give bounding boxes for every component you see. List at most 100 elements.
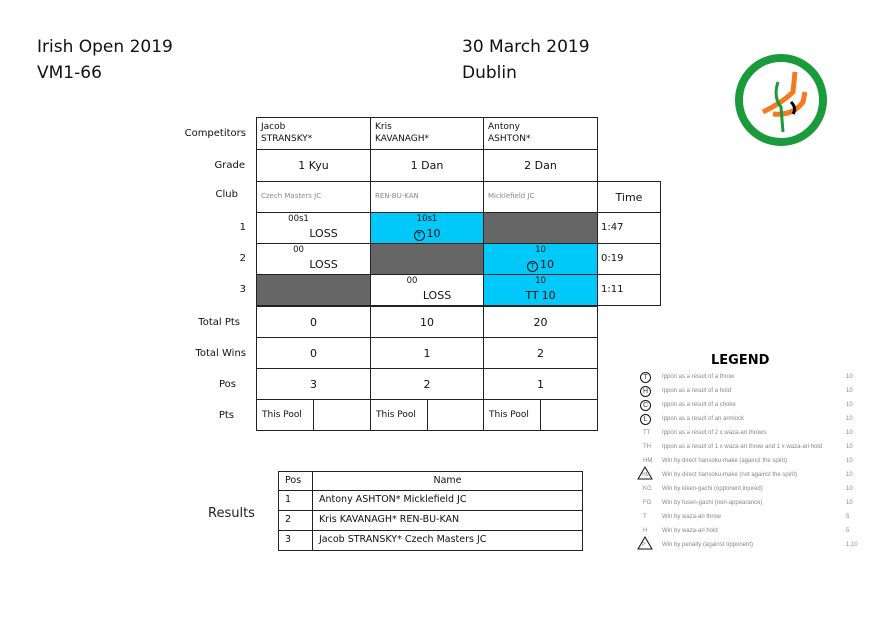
results-row-name: Jacob STRANSKY* Czech Masters JC	[312, 530, 583, 551]
total-wins-label: Total Wins	[195, 347, 246, 359]
bout-result-loss: LOSS	[309, 227, 338, 240]
bout-time-cell: 1:11	[597, 274, 661, 306]
bout-result-loss: LOSS	[422, 289, 452, 302]
legend-p-triangle-icon: P	[637, 536, 653, 550]
bout-result-loss: LOSS	[309, 258, 338, 271]
competitor-name-cell: Kris KAVANAGH*	[370, 117, 484, 150]
legend-description: Ippon as a result of an armlock	[662, 416, 745, 422]
total-pts-cell: 0	[256, 306, 371, 338]
bout-time: 1:11	[601, 284, 624, 295]
legend-triangle-symbol: P	[642, 542, 646, 548]
bout-loss-cell: 00 LOSS	[256, 243, 371, 275]
legend-points: 10	[846, 430, 853, 436]
legend-points: 10	[846, 416, 853, 422]
pos-cell: 3	[256, 368, 371, 400]
legend-points: 1,10	[846, 542, 858, 548]
legend-points: 10	[846, 402, 853, 408]
legend-points: 5	[846, 514, 850, 520]
competitor-club: Micklefield JC	[488, 192, 535, 200]
competitor-last-name: KAVANAGH*	[375, 134, 430, 144]
competitors-label: Competitors	[184, 127, 246, 139]
competitor-first-name: Kris	[375, 122, 392, 132]
competitor-pos: 3	[310, 377, 317, 391]
bout-number: 2	[239, 253, 246, 264]
competitor-pos: 2	[423, 377, 431, 391]
legend-symbol: TH	[643, 444, 651, 450]
results-row-name: Antony ASHTON* Micklefield JC	[312, 490, 583, 511]
legend-triangle-symbol: HM	[642, 472, 650, 478]
pos-label: Pos	[218, 378, 236, 390]
pts-this-pool-cell: This Pool	[370, 399, 428, 431]
pts-this-pool-label: This Pool	[489, 410, 529, 420]
club-cell: Micklefield JC	[483, 181, 598, 213]
legend-symbol: TT	[643, 430, 651, 436]
pos-cell: 1	[483, 368, 598, 400]
event-title: Irish Open 2019	[37, 37, 173, 57]
bout-loss-cell: 00s1 LOSS	[256, 212, 371, 244]
pts-this-pool-cell: This Pool	[256, 399, 314, 431]
legend-symbol: T	[643, 514, 647, 520]
legend-hm-triangle-icon: HM	[637, 466, 653, 480]
competitor-last-name: STRANSKY*	[261, 134, 313, 144]
legend-description: Win by penalty (against opponent)	[662, 542, 754, 548]
competitor-first-name: Antony	[488, 122, 520, 132]
legend-description: Win by fusen-gachi (non-appearance)	[662, 500, 763, 506]
legend-symbol: H	[643, 528, 648, 534]
win-type-t-icon: T	[527, 261, 538, 272]
competitor-total-pts: 20	[533, 315, 548, 329]
total-wins-cell: 2	[483, 337, 598, 369]
competitor-name-cell: Jacob STRANSKY*	[256, 117, 371, 150]
pts-this-pool-label: This Pool	[262, 410, 302, 420]
event-date: 30 March 2019	[462, 37, 590, 57]
event-location: Dublin	[462, 63, 517, 83]
competitor-first-name: Jacob	[261, 122, 286, 132]
bout-win-cell: 10 T 10	[483, 243, 598, 275]
legend-description: Ippon as a result of a hold	[662, 388, 732, 394]
legend-description: Win by waza-ari hold	[662, 528, 718, 534]
bout-result-win: TT 10	[484, 289, 597, 302]
bout-na-cell	[483, 212, 598, 244]
legend-t-circle-icon: T	[640, 372, 651, 383]
pts-value-cell	[427, 399, 484, 431]
bout-points: 10	[541, 289, 556, 302]
bout-time-cell: 1:47	[597, 212, 661, 244]
results-row-pos: 3	[278, 530, 313, 551]
results-header-name: Name	[312, 471, 583, 491]
pts-value-cell	[540, 399, 598, 431]
competitor-pos: 1	[537, 377, 544, 391]
bout-number: 1	[239, 222, 246, 233]
pts-this-pool-label: This Pool	[376, 410, 416, 420]
bout-score: 10s1	[416, 214, 438, 224]
total-wins-cell: 1	[370, 337, 484, 369]
legend-points: 10	[846, 388, 853, 394]
competitor-total-pts: 0	[310, 315, 317, 329]
results-row-pos: 1	[278, 490, 313, 511]
total-pts-cell: 10	[370, 306, 484, 338]
legend-description: Win by waza-ari throw	[662, 514, 722, 520]
win-type-t-icon: T	[413, 230, 425, 241]
bout-points: 10	[426, 227, 441, 240]
results-row-name: Kris KAVANAGH* REN-BU-KAN	[312, 510, 583, 531]
bout-score: 00s1	[288, 214, 309, 224]
total-pts-label: Total Pts	[198, 316, 240, 328]
club-cell: Czech Masters JC	[256, 181, 371, 213]
competitor-grade: 1 Dan	[410, 159, 444, 172]
legend-points: 10	[846, 472, 853, 478]
legend-l-circle-icon: L	[640, 414, 651, 425]
legend-points: 10	[846, 374, 853, 380]
legend-symbol: HM	[643, 458, 653, 464]
competitor-total-wins: 1	[423, 346, 431, 360]
category: VM1-66	[37, 63, 102, 83]
competitor-total-pts: 10	[420, 315, 434, 329]
competitor-grade: 2 Dan	[524, 159, 557, 172]
legend-description: Ippon as a result of a choke	[662, 402, 736, 408]
legend-h-circle-icon: H	[640, 386, 651, 397]
grade-cell: 1 Kyu	[256, 149, 371, 182]
grade-cell: 2 Dan	[483, 149, 598, 182]
bout-win-cell: 10 TT 10	[483, 274, 598, 306]
total-pts-cell: 20	[483, 306, 598, 338]
legend-points: 10	[846, 486, 853, 492]
legend-description: Win by kiken-gachi (opponent injured)	[662, 486, 763, 492]
bout-score: 10	[535, 245, 546, 255]
